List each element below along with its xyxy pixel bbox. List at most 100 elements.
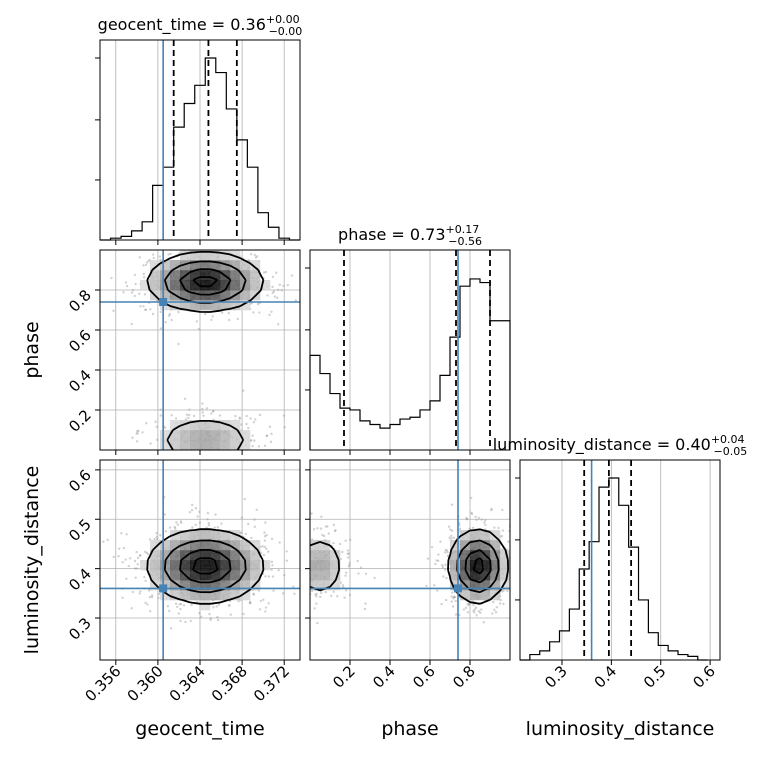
sample-point bbox=[177, 310, 180, 314]
sample-point bbox=[216, 616, 219, 619]
density-cell bbox=[180, 590, 191, 601]
sample-point bbox=[498, 602, 502, 605]
title-value: geocent_time = 0.36 bbox=[98, 15, 266, 35]
density-cell bbox=[240, 430, 251, 441]
sample-point bbox=[191, 452, 193, 454]
sample-point bbox=[228, 457, 230, 459]
title-plus: +0.17 bbox=[446, 223, 480, 236]
sample-point bbox=[364, 602, 367, 605]
x-tick-label: 0.2 bbox=[329, 662, 359, 692]
sample-point bbox=[327, 532, 330, 535]
sample-point bbox=[187, 416, 190, 419]
histogram-luminosity_distance bbox=[520, 477, 708, 661]
sample-point bbox=[266, 294, 269, 297]
sample-point bbox=[502, 602, 505, 606]
sample-point bbox=[177, 612, 180, 615]
sample-point bbox=[263, 535, 267, 538]
y-tick-label: 0.4 bbox=[65, 565, 95, 595]
sample-point bbox=[144, 601, 147, 605]
sample-point bbox=[191, 472, 193, 474]
sample-point bbox=[265, 434, 269, 438]
x-tick-label: 0.3 bbox=[541, 662, 571, 692]
density-cell bbox=[200, 260, 211, 271]
sample-point bbox=[344, 574, 347, 577]
sample-point bbox=[198, 521, 202, 524]
sample-point bbox=[332, 590, 335, 593]
sample-point bbox=[301, 529, 303, 531]
x-tick-label: 0.368 bbox=[208, 662, 251, 705]
sample-point bbox=[124, 281, 128, 284]
sample-point bbox=[173, 474, 175, 476]
sample-point bbox=[359, 566, 363, 569]
sample-point bbox=[316, 527, 319, 530]
sample-point bbox=[196, 450, 198, 452]
sample-point bbox=[180, 521, 183, 524]
sample-point bbox=[138, 292, 141, 295]
sample-point bbox=[306, 566, 308, 568]
density-cell bbox=[330, 560, 341, 571]
sample-point bbox=[184, 620, 187, 624]
sample-point bbox=[265, 533, 268, 537]
sample-point bbox=[210, 412, 213, 415]
sample-point bbox=[320, 515, 323, 518]
density-cell bbox=[220, 560, 231, 571]
histogram-grid-luminosity_distance bbox=[561, 460, 711, 660]
sample-point bbox=[254, 256, 258, 259]
sample-point bbox=[437, 553, 440, 556]
sample-point bbox=[484, 519, 487, 522]
sample-point bbox=[174, 461, 176, 463]
density-cell bbox=[230, 540, 241, 551]
density-cell bbox=[240, 270, 251, 281]
sample-point bbox=[216, 526, 220, 529]
sample-point bbox=[283, 426, 286, 429]
sample-point bbox=[148, 474, 150, 476]
sample-point bbox=[313, 607, 316, 610]
sample-point bbox=[270, 537, 274, 541]
sample-point bbox=[302, 568, 304, 570]
sample-point bbox=[210, 454, 212, 456]
sample-point bbox=[146, 603, 149, 606]
sample-point bbox=[425, 584, 428, 588]
density-cell bbox=[230, 550, 241, 561]
title-plus: +0.04 bbox=[711, 433, 745, 446]
sample-point bbox=[190, 603, 193, 607]
density-cell bbox=[260, 560, 271, 571]
sample-point bbox=[135, 550, 138, 554]
sample-point bbox=[346, 549, 350, 552]
sample-point bbox=[301, 559, 303, 561]
sample-point bbox=[157, 456, 159, 458]
sample-point bbox=[132, 451, 134, 453]
panel-geocent_time-phase bbox=[100, 250, 300, 476]
sample-point bbox=[517, 569, 519, 571]
sample-point bbox=[121, 560, 124, 564]
x-tick-label: 0.8 bbox=[449, 662, 479, 692]
sample-point bbox=[272, 290, 276, 293]
sample-point bbox=[240, 516, 244, 519]
sample-point bbox=[171, 474, 173, 476]
density-cell bbox=[200, 300, 211, 311]
histogram-grid-geocent_time bbox=[115, 40, 285, 240]
sample-point bbox=[235, 474, 237, 476]
sample-point bbox=[286, 570, 288, 572]
sample-point bbox=[288, 543, 290, 545]
density-cell bbox=[170, 440, 181, 450]
sample-point bbox=[514, 574, 516, 576]
sample-point bbox=[338, 542, 342, 546]
density-cell bbox=[190, 540, 201, 551]
sample-point bbox=[252, 421, 256, 424]
sample-point bbox=[472, 603, 475, 607]
sample-point bbox=[345, 589, 348, 592]
density-cell bbox=[310, 550, 321, 561]
sample-point bbox=[451, 591, 454, 594]
sample-point bbox=[144, 308, 147, 311]
density-cell bbox=[240, 290, 251, 301]
sample-point bbox=[187, 470, 189, 472]
sample-point bbox=[237, 599, 240, 603]
density-cell bbox=[170, 420, 181, 431]
sample-point bbox=[158, 255, 162, 258]
title-minus: −0.56 bbox=[448, 235, 482, 248]
density-cell bbox=[180, 300, 191, 311]
sample-point bbox=[194, 523, 197, 527]
sample-point bbox=[434, 562, 437, 566]
sample-point bbox=[449, 528, 452, 531]
